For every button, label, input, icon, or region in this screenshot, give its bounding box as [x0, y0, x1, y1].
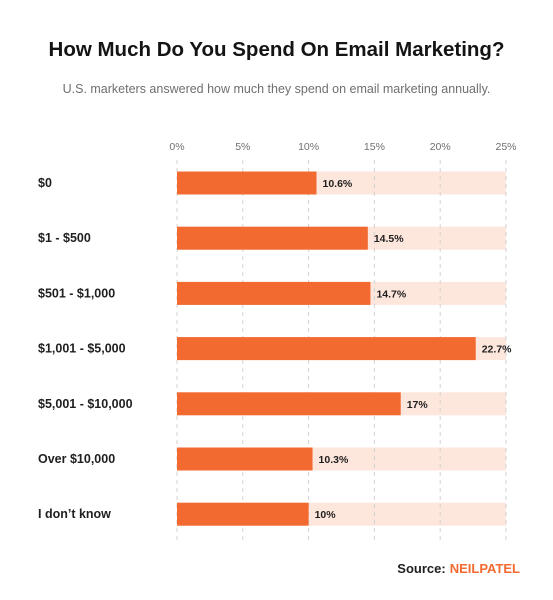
- x-tick-label: 5%: [235, 141, 250, 153]
- chart-title: How Much Do You Spend On Email Marketing…: [48, 38, 505, 61]
- category-label: $0: [38, 176, 52, 190]
- data-label: 10.6%: [322, 178, 352, 190]
- chart-subtitle: U.S. marketers answered how much they sp…: [62, 82, 491, 96]
- data-label: 17%: [407, 399, 429, 411]
- x-tick-label: 20%: [430, 141, 451, 153]
- data-label: 14.5%: [374, 233, 404, 245]
- x-tick-label: 0%: [169, 141, 184, 153]
- category-label: $1,001 - $5,000: [38, 342, 126, 356]
- bar-chart: 0% 5% 10% 15% 20% 25% $0 10.6% $1 - $500 14.5% $50…: [38, 141, 517, 540]
- bar: [177, 447, 313, 471]
- data-label: 22.7%: [482, 344, 512, 356]
- bar: [177, 171, 317, 195]
- category-label: I don’t know: [38, 507, 111, 521]
- data-label: 10%: [315, 509, 337, 521]
- category-label: Over $10,000: [38, 452, 115, 466]
- category-label: $501 - $1,000: [38, 286, 115, 300]
- x-tick-label: 15%: [364, 141, 385, 153]
- category-label: $5,001 - $10,000: [38, 397, 133, 411]
- x-tick-label: 10%: [298, 141, 319, 153]
- data-label: 14.7%: [376, 288, 406, 300]
- category-label: $1 - $500: [38, 231, 91, 245]
- bar: [177, 281, 371, 305]
- source-brand: NEILPATEL: [449, 561, 520, 576]
- x-tick-label: 25%: [495, 141, 516, 153]
- bar: [177, 337, 476, 361]
- bar: [177, 502, 309, 526]
- bar: [177, 392, 401, 416]
- bar: [177, 226, 368, 250]
- data-label: 10.3%: [319, 454, 349, 466]
- source-credit: Source: NEILPATEL: [397, 561, 520, 576]
- source-label: Source:: [397, 561, 446, 576]
